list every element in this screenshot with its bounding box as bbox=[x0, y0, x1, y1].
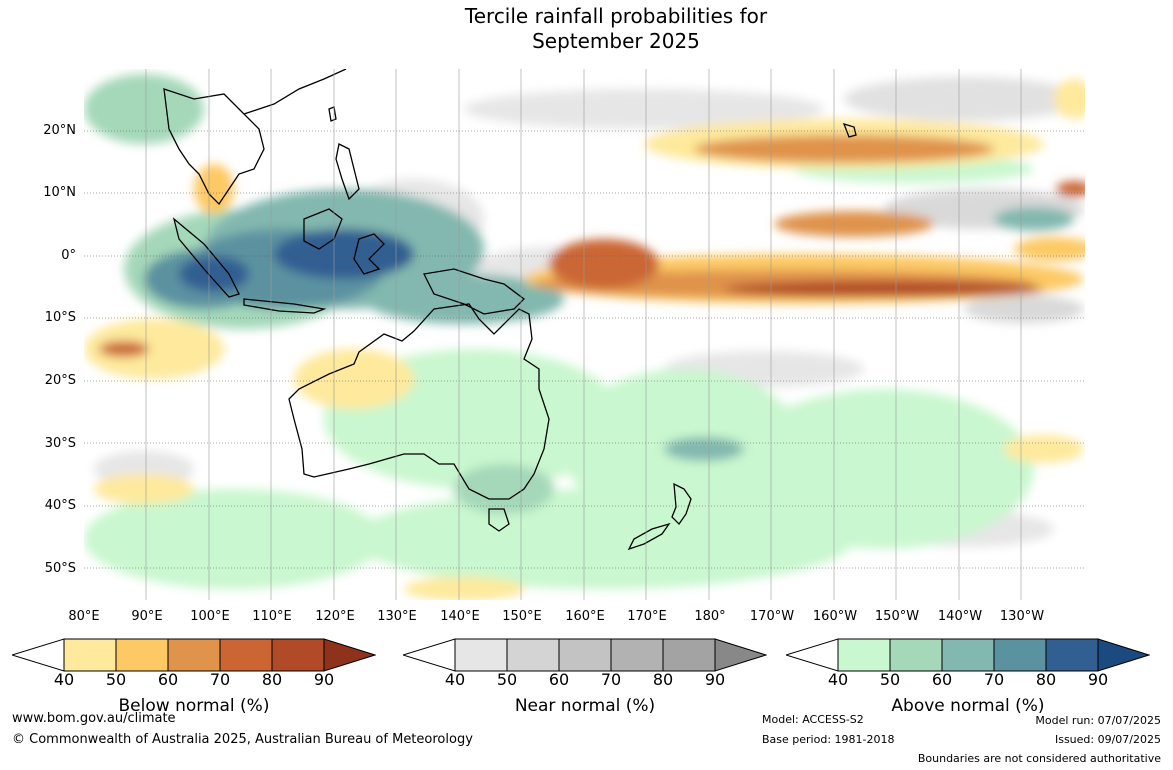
lon-label-150e: 150°E bbox=[502, 609, 542, 624]
above-normal-label: Above normal (%) bbox=[891, 696, 1045, 716]
below-tick-90: 90 bbox=[313, 670, 335, 689]
lon-label-120e: 120°E bbox=[315, 609, 355, 624]
new-zealand-south bbox=[627, 522, 671, 551]
tasmania-coastline bbox=[488, 508, 510, 532]
lat-label-10n: 10°N bbox=[43, 185, 76, 200]
near-normal-label: Near normal (%) bbox=[514, 696, 656, 716]
above-tick-50: 50 bbox=[879, 670, 901, 689]
model-run-date: Model run: 07/07/2025 bbox=[1035, 714, 1161, 727]
sumatra-coastline bbox=[172, 217, 240, 298]
lon-label-160w: 160°W bbox=[812, 609, 858, 624]
lon-label-130e: 130°E bbox=[377, 609, 417, 624]
map-canvas bbox=[84, 69, 1085, 600]
lon-label-100e: 100°E bbox=[190, 609, 230, 624]
below-tick-80: 80 bbox=[261, 670, 283, 689]
near-tick-40: 40 bbox=[444, 670, 466, 689]
below-tick-40: 40 bbox=[53, 670, 75, 689]
meridians bbox=[145, 69, 1022, 600]
base-period: Base period: 1981-2018 bbox=[762, 733, 895, 746]
lat-label-50s: 50°S bbox=[44, 561, 76, 576]
new-guinea-coastline bbox=[423, 268, 525, 315]
above-tick-60: 60 bbox=[931, 670, 953, 689]
model-name: Model: ACCESS-S2 bbox=[762, 713, 864, 726]
boundary-disclaimer: Boundaries are not considered authoritat… bbox=[917, 752, 1161, 765]
above-tick-90: 90 bbox=[1087, 670, 1109, 689]
indochina-coastline bbox=[163, 88, 265, 206]
hawaii-coastline bbox=[842, 122, 857, 138]
near-tick-80: 80 bbox=[652, 670, 674, 689]
lat-label-0: 0° bbox=[61, 248, 76, 263]
near-normal-colorbar bbox=[403, 638, 767, 672]
above-tick-70: 70 bbox=[983, 670, 1005, 689]
above-tick-40: 40 bbox=[827, 670, 849, 689]
new-zealand-north bbox=[671, 482, 692, 526]
java-coastline bbox=[243, 298, 327, 314]
below-normal-colorbar bbox=[12, 638, 376, 672]
lon-label-110e: 110°E bbox=[252, 609, 292, 624]
below-normal-label: Below normal (%) bbox=[118, 696, 270, 716]
map-title: Tercile rainfall probabilities for Septe… bbox=[0, 4, 1173, 54]
philippines-coastline bbox=[335, 143, 360, 201]
lon-label-170e: 170°E bbox=[627, 609, 667, 624]
lon-label-140w: 140°W bbox=[937, 609, 983, 624]
lat-label-30s: 30°S bbox=[44, 436, 76, 451]
lon-label-170w: 170°W bbox=[749, 609, 795, 624]
graticule bbox=[84, 130, 1085, 569]
lat-label-40s: 40°S bbox=[44, 498, 76, 513]
lon-label-80e: 80°E bbox=[68, 609, 100, 624]
issued-date: Issued: 09/07/2025 bbox=[1054, 733, 1161, 746]
above-tick-80: 80 bbox=[1035, 670, 1057, 689]
website-link[interactable]: www.bom.gov.au/climate bbox=[12, 711, 176, 726]
lon-label-160e: 160°E bbox=[565, 609, 605, 624]
below-tick-70: 70 bbox=[209, 670, 231, 689]
near-tick-60: 60 bbox=[548, 670, 570, 689]
below-tick-60: 60 bbox=[157, 670, 179, 689]
near-tick-90: 90 bbox=[704, 670, 726, 689]
copyright-text: © Commonwealth of Australia 2025, Austra… bbox=[12, 732, 473, 747]
lon-label-130w: 130°W bbox=[999, 609, 1045, 624]
lon-label-180: 180° bbox=[694, 609, 726, 624]
lat-label-20s: 20°S bbox=[44, 373, 76, 388]
near-tick-70: 70 bbox=[600, 670, 622, 689]
lat-label-10s: 10°S bbox=[44, 310, 76, 325]
china-coast bbox=[243, 69, 347, 115]
below-tick-50: 50 bbox=[105, 670, 127, 689]
lon-label-150w: 150°W bbox=[874, 609, 920, 624]
near-tick-50: 50 bbox=[496, 670, 518, 689]
lon-label-140e: 140°E bbox=[440, 609, 480, 624]
title-line-1: Tercile rainfall probabilities for bbox=[464, 4, 768, 28]
australia-coastline bbox=[288, 303, 550, 500]
taiwan-coastline bbox=[328, 106, 337, 122]
sulawesi-coastline bbox=[353, 233, 385, 275]
lat-label-20n: 20°N bbox=[43, 123, 76, 138]
above-normal-colorbar bbox=[786, 638, 1150, 672]
rainfall-probability-map bbox=[84, 69, 1085, 600]
title-line-2: September 2025 bbox=[532, 29, 700, 53]
lon-label-90e: 90°E bbox=[131, 609, 163, 624]
